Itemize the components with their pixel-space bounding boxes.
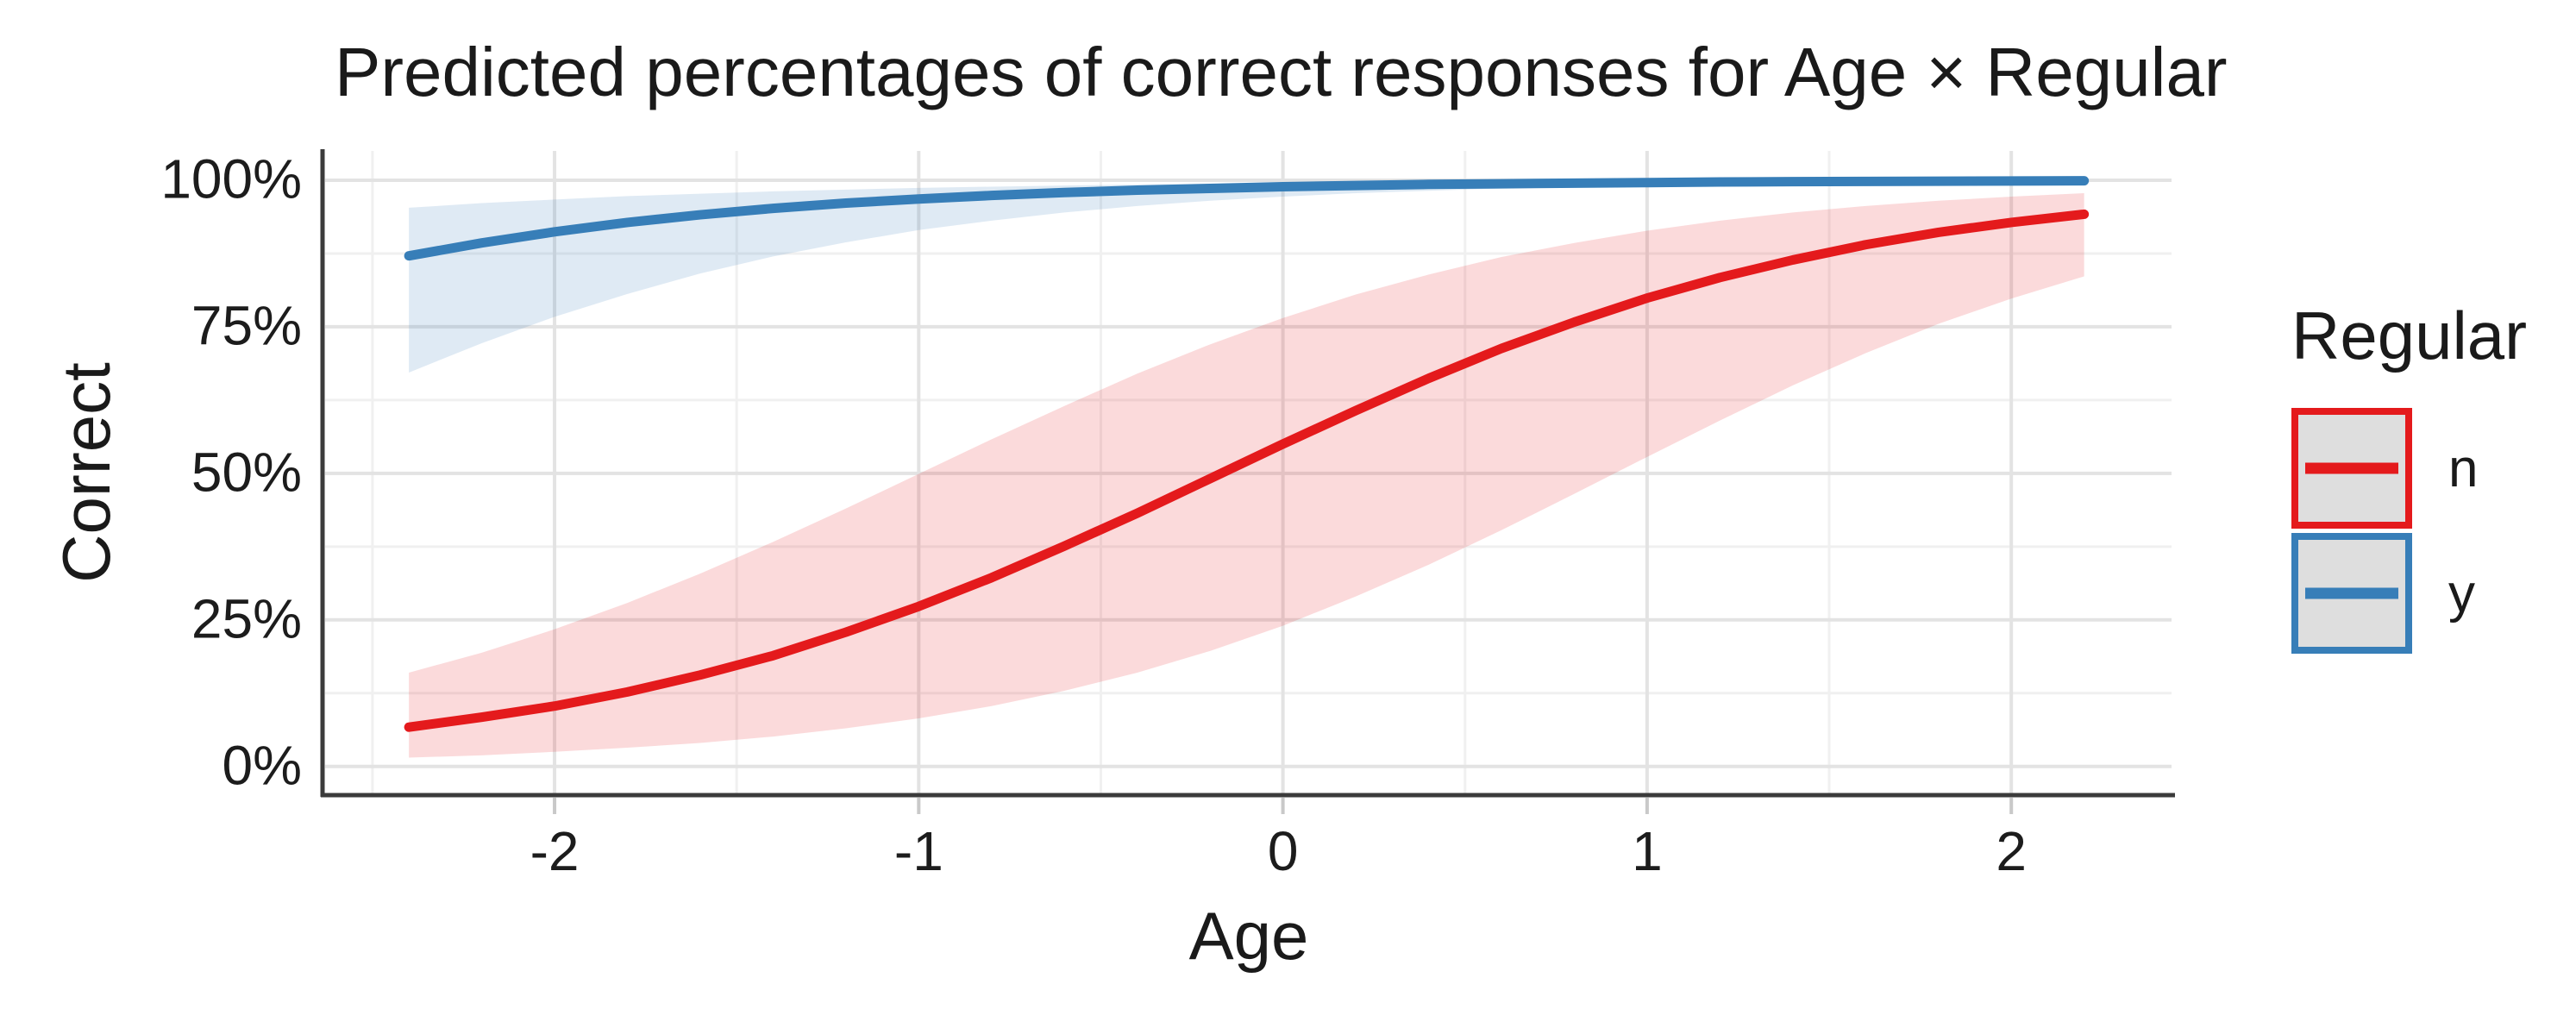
x-tick-label: 2 — [1996, 820, 2027, 882]
y-tick-label: 25% — [191, 587, 302, 650]
y-axis-title: Correct — [47, 362, 124, 583]
legend-key-line-n — [2305, 462, 2398, 474]
legend-entry-n: n — [2291, 408, 2567, 529]
y-tick-label: 0% — [222, 734, 303, 797]
ribbon-y — [409, 180, 2084, 373]
legend-label-n: n — [2448, 438, 2479, 498]
legend-title: Regular — [2291, 298, 2528, 373]
y-tick-label: 100% — [160, 147, 302, 210]
x-tick-label: 1 — [1632, 820, 1663, 882]
legend-key-y — [2291, 533, 2412, 654]
y-tick-label: 75% — [191, 294, 302, 357]
legend-key-line-y — [2305, 587, 2398, 599]
legend-key-n — [2291, 408, 2412, 529]
legend-label-y: y — [2448, 563, 2475, 624]
x-axis-title: Age — [1188, 898, 1309, 974]
chart-title: Predicted percentages of correct respons… — [335, 34, 2228, 110]
legend-entry-y: y — [2291, 533, 2567, 654]
line-n — [404, 209, 2090, 732]
x-tick-label: 0 — [1267, 820, 1299, 882]
legend: Regular n y — [2291, 297, 2567, 658]
x-tick-label: -1 — [893, 820, 943, 882]
line-y — [404, 176, 2090, 261]
x-tick-label: -2 — [530, 820, 580, 882]
y-tick-label: 50% — [191, 441, 302, 504]
ribbon-n — [409, 192, 2084, 758]
